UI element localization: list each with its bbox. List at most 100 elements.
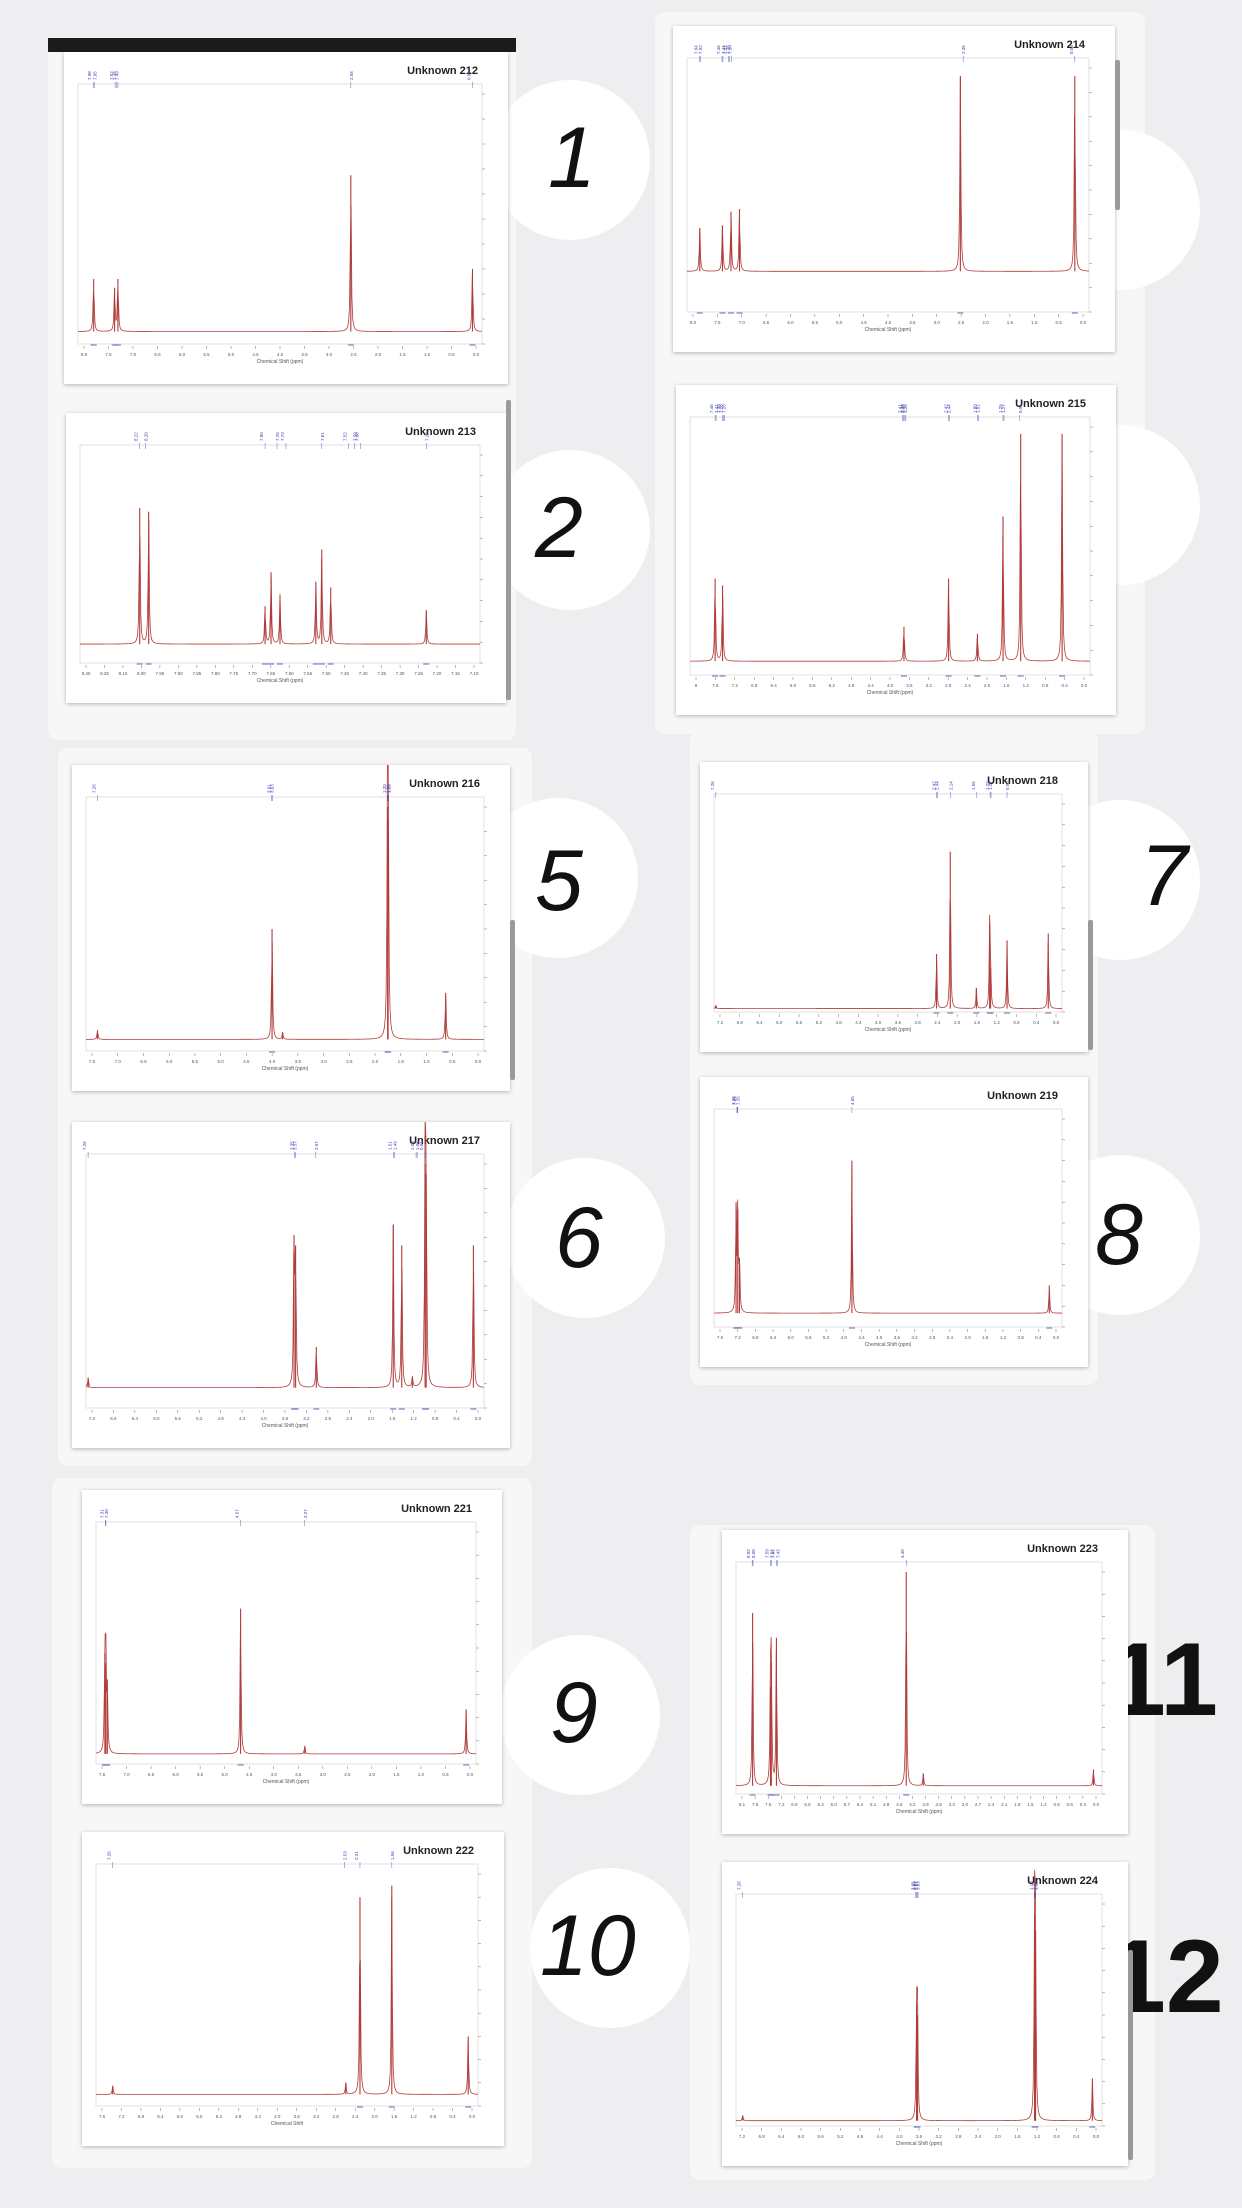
scrollbar-4[interactable] (1088, 920, 1093, 1050)
x-tick-label: 7.5 (89, 1059, 96, 1064)
x-tick-label: 1.6 (974, 1020, 981, 1025)
peak-label: 3.61 (267, 784, 272, 793)
x-tick-label: 6.8 (751, 683, 758, 688)
peak-label: 2.44 (935, 781, 940, 790)
peak-label: 7.61 (320, 432, 325, 441)
peak-label: 7.32 (723, 45, 728, 54)
x-tick-label: 4.5 (896, 1802, 903, 1807)
x-tick-label: 4.4 (867, 683, 874, 688)
peak-label: 0.91 (1018, 404, 1023, 413)
peak-label: 7.30 (717, 404, 722, 413)
x-axis-label: Chemical Shift (ppm) (896, 1809, 943, 1815)
chart-title: Unknown 212 (407, 65, 478, 77)
x-tick-label: 3.6 (906, 683, 913, 688)
x-tick-label: 0.5 (448, 352, 455, 357)
x-tick-label: 4.8 (883, 1802, 890, 1807)
x-tick-label: 3.5 (295, 1772, 302, 1777)
x-tick-label: 7.2 (89, 1416, 96, 1421)
scrollbar-3[interactable] (510, 920, 515, 1080)
x-tick-label: 1.2 (994, 1020, 1001, 1025)
scrollbar-2[interactable] (1115, 60, 1120, 210)
peak-label: 2.44 (947, 404, 952, 413)
x-tick-label: 0.0 (1053, 1335, 1060, 1340)
x-tick-label: 6.8 (737, 1020, 744, 1025)
x-tick-label: 3.2 (313, 2114, 320, 2119)
x-tick-label: 7.6 (99, 2114, 106, 2119)
chart-title: Unknown 218 (987, 775, 1058, 787)
x-tick-label: 5.2 (837, 2134, 844, 2139)
x-tick-label: 3.0 (962, 1802, 969, 1807)
number-6: 6 (555, 1190, 603, 1286)
x-tick-label: 8.0 (690, 320, 697, 325)
x-tick-label: 7.2 (118, 2114, 125, 2119)
x-tick-label: 2.8 (955, 2134, 962, 2139)
x-axis-label: Chemical Shift (ppm) (865, 327, 912, 333)
spectrum-card-215: Unknown 215 8 7.6 7.2 6.8 6.4 6.0 5.6 5.2 4.8 4.4 4… (676, 385, 1116, 715)
spectrum-215: Unknown 215 8 7.6 7.2 6.8 6.4 6.0 5.6 5.2 4.8 4.4 4… (689, 398, 1093, 696)
x-tick-label: 2.8 (915, 1020, 922, 1025)
peak-label: 1.82 (975, 404, 980, 413)
peak-label: 2.21 (354, 1851, 359, 1860)
scrollbar-1[interactable] (506, 400, 511, 700)
x-tick-label: 2.4 (988, 1802, 995, 1807)
x-tick-label: 1.0 (1031, 320, 1038, 325)
plot-frame (713, 1108, 1063, 1328)
x-tick-label: 1.5 (1027, 1802, 1034, 1807)
x-tick-label: 7.30 (396, 671, 405, 676)
peak-label: 7.26 (737, 1881, 742, 1890)
x-tick-label: 7.2 (732, 683, 739, 688)
number-badge-1 (490, 80, 650, 240)
x-tick-label: 7.6 (712, 683, 719, 688)
x-tick-label: 7.85 (192, 671, 201, 676)
x-tick-label: 2.5 (350, 352, 357, 357)
x-tick-label: 8.0 (81, 352, 88, 357)
x-tick-label: 7.40 (359, 671, 368, 676)
x-tick-label: 3.6 (936, 1802, 943, 1807)
x-tick-label: 5.6 (196, 2114, 203, 2119)
x-tick-label: 3.5 (909, 320, 916, 325)
peak-label: 3.36 (900, 404, 905, 413)
chart-title: Unknown 214 (1014, 39, 1086, 51)
peak-label: 1.49 (392, 1141, 397, 1150)
x-tick-label: 4.8 (835, 1020, 842, 1025)
x-tick-label: 2.0 (372, 1059, 379, 1064)
x-tick-label: 6.0 (788, 1335, 795, 1340)
spectrum-214: Unknown 214 8.0 7.5 7.0 6.5 6.0 5.5 5.0 4.5 4.0 3.… (686, 39, 1092, 333)
peak-label: 1.06 (415, 1141, 420, 1150)
peak-label: 7.34 (732, 1096, 737, 1105)
x-tick-label: 6.5 (154, 352, 161, 357)
peak-label: 7.48 (355, 432, 360, 441)
peak-label: 3.41 (897, 404, 902, 413)
chart-title: Unknown 223 (1027, 1543, 1098, 1555)
x-tick-label: 6.0 (153, 1416, 160, 1421)
spectrum-224: Unknown 224 7.2 6.8 6.4 6.0 5.6 5.2 4.8 4.4 4.0 3.… (735, 1869, 1105, 2147)
x-tick-label: 7.8 (752, 1802, 759, 1807)
peak-label: 2.36 (961, 45, 966, 54)
peak-label: 7.50 (353, 432, 358, 441)
scrollbar-5[interactable] (1128, 1950, 1133, 2160)
x-tick-label: 2.8 (325, 1416, 332, 1421)
x-tick-label: 7.55 (303, 671, 312, 676)
x-tick-label: 1.2 (1023, 683, 1030, 688)
peak-label: 7.26 (725, 45, 730, 54)
x-tick-label: 6.4 (778, 2134, 785, 2139)
peak-label: 7.26 (718, 404, 723, 413)
plot-frame (735, 1893, 1103, 2127)
plot-frame (95, 1863, 479, 2107)
spectrum-line (690, 439, 1090, 662)
number-7: 7 (1140, 828, 1188, 924)
x-tick-label: 6.0 (179, 352, 186, 357)
x-tick-label: 7.20 (433, 671, 442, 676)
peak-label: 0.00 (1069, 45, 1074, 54)
number-1: 1 (548, 110, 596, 206)
peak-label: 1.19 (387, 784, 392, 793)
x-tick-label: 4.8 (848, 683, 855, 688)
peak-label: 7.73 (280, 432, 285, 441)
x-tick-label: 3.0 (934, 320, 941, 325)
spectrum-222: Unknown 222 7.6 7.2 6.8 6.4 6.0 5.6 5.2 4.8 4.4 4.… (95, 1845, 481, 2127)
x-tick-label: 4.0 (277, 352, 284, 357)
x-tick-label: 0.0 (1081, 683, 1088, 688)
spectrum-217: Unknown 217 7.2 6.8 6.4 6.0 5.6 5.2 4.8 4.4 4.0 3.… (82, 1122, 487, 1429)
x-tick-label: 2.8 (945, 683, 952, 688)
x-tick-label: 4.4 (877, 2134, 884, 2139)
